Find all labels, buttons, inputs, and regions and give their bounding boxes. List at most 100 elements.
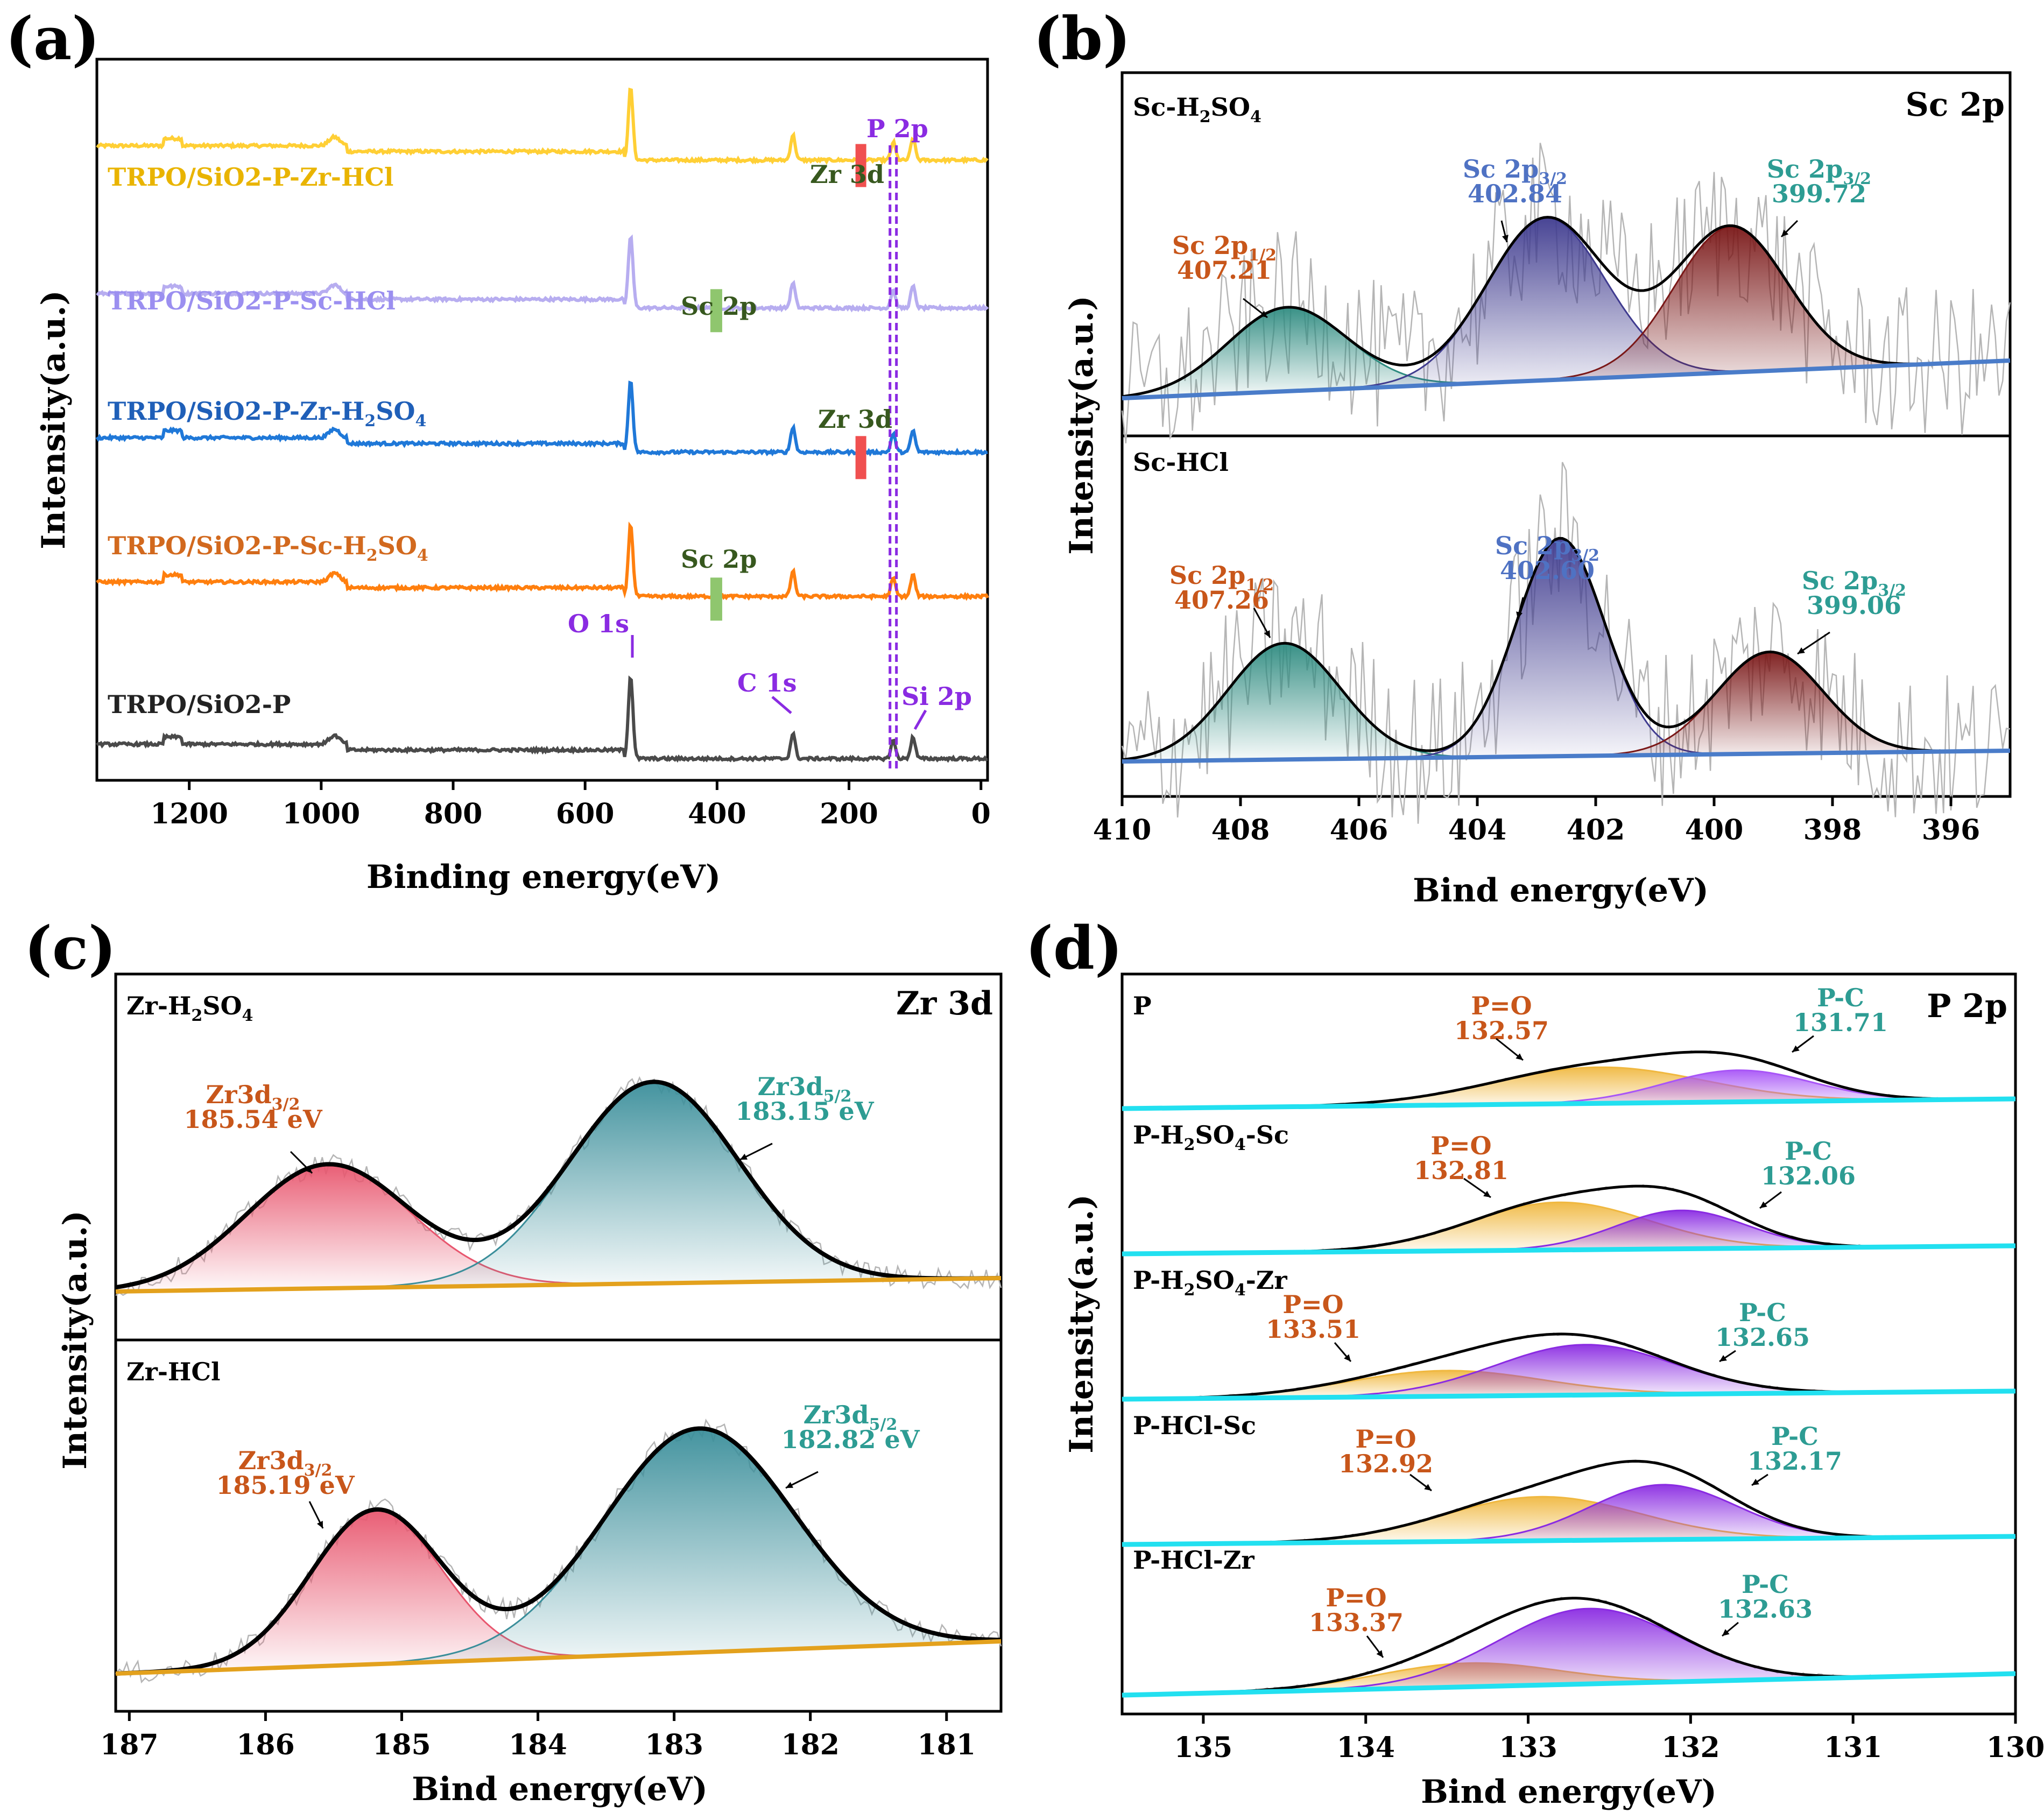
panel-c-x-tick-label: 182 <box>781 1729 840 1761</box>
fit-component-fill <box>116 1510 1001 1674</box>
peak-label-text: Sc 2p <box>1495 531 1571 560</box>
panel-a-x-tick-label: 200 <box>820 798 878 830</box>
c1s-leader <box>771 696 792 714</box>
fit-component-fill <box>1122 538 2010 761</box>
panel-d-sub4-name: P-HCl-Sc <box>1133 1411 1256 1440</box>
peak-label-value: 185.19 eV <box>216 1471 355 1500</box>
peak-label-name: P-C <box>1739 1298 1786 1327</box>
panel-a-x-ticks: 1200 1000 800 600 400 200 0 <box>150 780 991 830</box>
panel-d-x-ticks: 135 134 133 132 131 130 <box>1174 1714 2044 1764</box>
peak-label-value: 185.54 eV <box>184 1105 322 1134</box>
peak-label-subscript: 3/2 <box>1571 546 1599 565</box>
fit-component-fill <box>116 1164 1001 1292</box>
peak-label-name: P=O <box>1355 1424 1416 1454</box>
panel-d-frame <box>1120 972 2017 1716</box>
peak-leader-arrowhead <box>786 1482 793 1488</box>
peak-label-name: P=O <box>1430 1131 1491 1160</box>
panel-d-x-tick-label: 131 <box>1824 1731 1883 1764</box>
peak-label-name: Sc 2p3/2 <box>1495 531 1599 565</box>
fit-component-fill <box>1122 227 2010 398</box>
annotation-sc2p-bottom: Sc 2p <box>681 545 757 574</box>
peak-label-value: 399.06 <box>1807 591 1901 620</box>
peak-label-name: Sc 2p3/2 <box>1463 154 1567 188</box>
panel-c-x-tick-label: 187 <box>100 1729 159 1761</box>
peak-label-name: Sc 2p1/2 <box>1172 231 1277 265</box>
peak-leader-arrowhead <box>1260 311 1267 318</box>
peak-leader-arrowhead <box>1760 1201 1767 1208</box>
survey-series-line <box>96 521 989 601</box>
survey-series-line <box>95 675 988 763</box>
panel-b-x-tick-label: 410 <box>1093 814 1152 846</box>
panel-a-x-tick-label: 400 <box>688 798 746 830</box>
fit-baseline <box>115 1276 1002 1294</box>
peak-label-name: Sc 2p3/2 <box>1802 566 1906 600</box>
peak-label-value: 132.06 <box>1761 1161 1856 1190</box>
peak-leader-arrowhead <box>1376 1650 1383 1657</box>
peak-label-subscript: 3/2 <box>272 1095 300 1114</box>
peak-label-subscript: 1/2 <box>1248 246 1277 265</box>
peak-label-name: Zr3d3/2 <box>238 1446 333 1480</box>
annotation-o1s: O 1s <box>568 609 629 638</box>
peak-label-name: P-C <box>1817 983 1864 1012</box>
panel-d-sub2-name: P-H2SO4-Sc <box>1133 1120 1289 1154</box>
panel-c-x-axis-label: Bind energy(eV) <box>412 1770 708 1808</box>
si2p-leader <box>913 709 927 730</box>
panel-a-x-tick-label: 0 <box>971 798 991 830</box>
peak-label-name: P=O <box>1282 1290 1343 1319</box>
panel-a-frame <box>95 58 989 782</box>
peak-label-text: Sc 2p <box>1169 561 1245 590</box>
panel-b-y-axis-label: Intensity(a.u.) <box>1063 295 1101 554</box>
fit-baseline <box>1122 1243 2016 1257</box>
panel-c-x-ticks: 187 186 185 184 183 182 181 <box>100 1711 976 1761</box>
panel-d-plot-area <box>1122 1050 2016 1698</box>
fit-component-fill <box>116 1082 1001 1292</box>
peak-label-name: Sc 2p3/2 <box>1767 154 1871 188</box>
fit-component-fill <box>1122 307 2010 398</box>
peak-leader-arrowhead <box>1502 235 1509 242</box>
panel-b-x-ticks: 410 408 406 404 402 400 398 396 <box>1093 796 1980 846</box>
panel-b-x-axis-label: Bind energy(eV) <box>1413 872 1709 909</box>
zr3d-marker-top <box>855 144 866 187</box>
peak-label-name: P-C <box>1742 1570 1789 1599</box>
peak-label-value: 407.26 <box>1174 585 1269 615</box>
peak-leader-arrowhead <box>316 1521 323 1528</box>
peak-label-text: Sc 2p <box>1802 566 1878 595</box>
annotation-si2p: Si 2p <box>901 682 972 711</box>
panel-c-label: (c) <box>24 913 116 983</box>
peak-label-text: Zr3d <box>238 1446 304 1475</box>
peak-label-value: 402.84 <box>1468 179 1562 208</box>
peak-label-value: 132.57 <box>1454 1016 1549 1045</box>
peak-label-subscript: 3/2 <box>304 1461 333 1480</box>
panel-a-x-axis-label: Binding energy(eV) <box>366 858 721 896</box>
peak-label-name: P=O <box>1471 991 1532 1020</box>
peak-label-value: 132.65 <box>1715 1323 1810 1352</box>
peak-label-value: 399.72 <box>1772 179 1866 208</box>
fit-component-fill <box>1122 643 2010 761</box>
panel-d-x-tick-label: 132 <box>1661 1731 1720 1764</box>
peak-leader-arrowhead <box>1516 1053 1523 1060</box>
panel-d-x-tick-label: 133 <box>1499 1731 1557 1764</box>
peak-label-value: 182.82 eV <box>781 1425 920 1454</box>
panel-d-sub5-name: P-HCl-Zr <box>1133 1546 1254 1575</box>
panel-d-x-tick-label: 135 <box>1174 1731 1233 1764</box>
panel-d-sub3-name: P-H2SO4-Zr <box>1133 1266 1287 1300</box>
peak-label-subscript: 3/2 <box>1878 581 1906 600</box>
peak-label-value: 183.15 eV <box>735 1097 874 1126</box>
panel-d-x-tick-label: 130 <box>1986 1731 2044 1764</box>
peak-leader-arrowhead <box>1752 1478 1759 1485</box>
peak-label-name: Sc 2p1/2 <box>1169 561 1274 595</box>
panel-c-sub1-name: Zr-H2SO4 <box>126 991 253 1025</box>
fit-component-fill <box>116 1428 1001 1674</box>
panel-d-y-axis-label: Intensity(a.u.) <box>1063 1194 1101 1453</box>
panel-d-label: (d) <box>1025 913 1123 983</box>
panel-b-x-tick-label: 400 <box>1685 814 1744 846</box>
panel-b-sub1-name: Sc-H2SO4 <box>1133 93 1261 126</box>
panel-d: (d) 135 134 133 132 131 130 Bind energy(eV) I… <box>1025 913 2044 1811</box>
peak-label-subscript: 5/2 <box>869 1415 898 1434</box>
panel-a-x-tick-label: 1200 <box>150 798 228 830</box>
fit-envelope <box>115 1426 1002 1676</box>
fit-envelope <box>1122 216 2011 398</box>
panel-d-x-tick-label: 134 <box>1336 1731 1395 1764</box>
peak-label-subscript: 1/2 <box>1245 576 1274 595</box>
